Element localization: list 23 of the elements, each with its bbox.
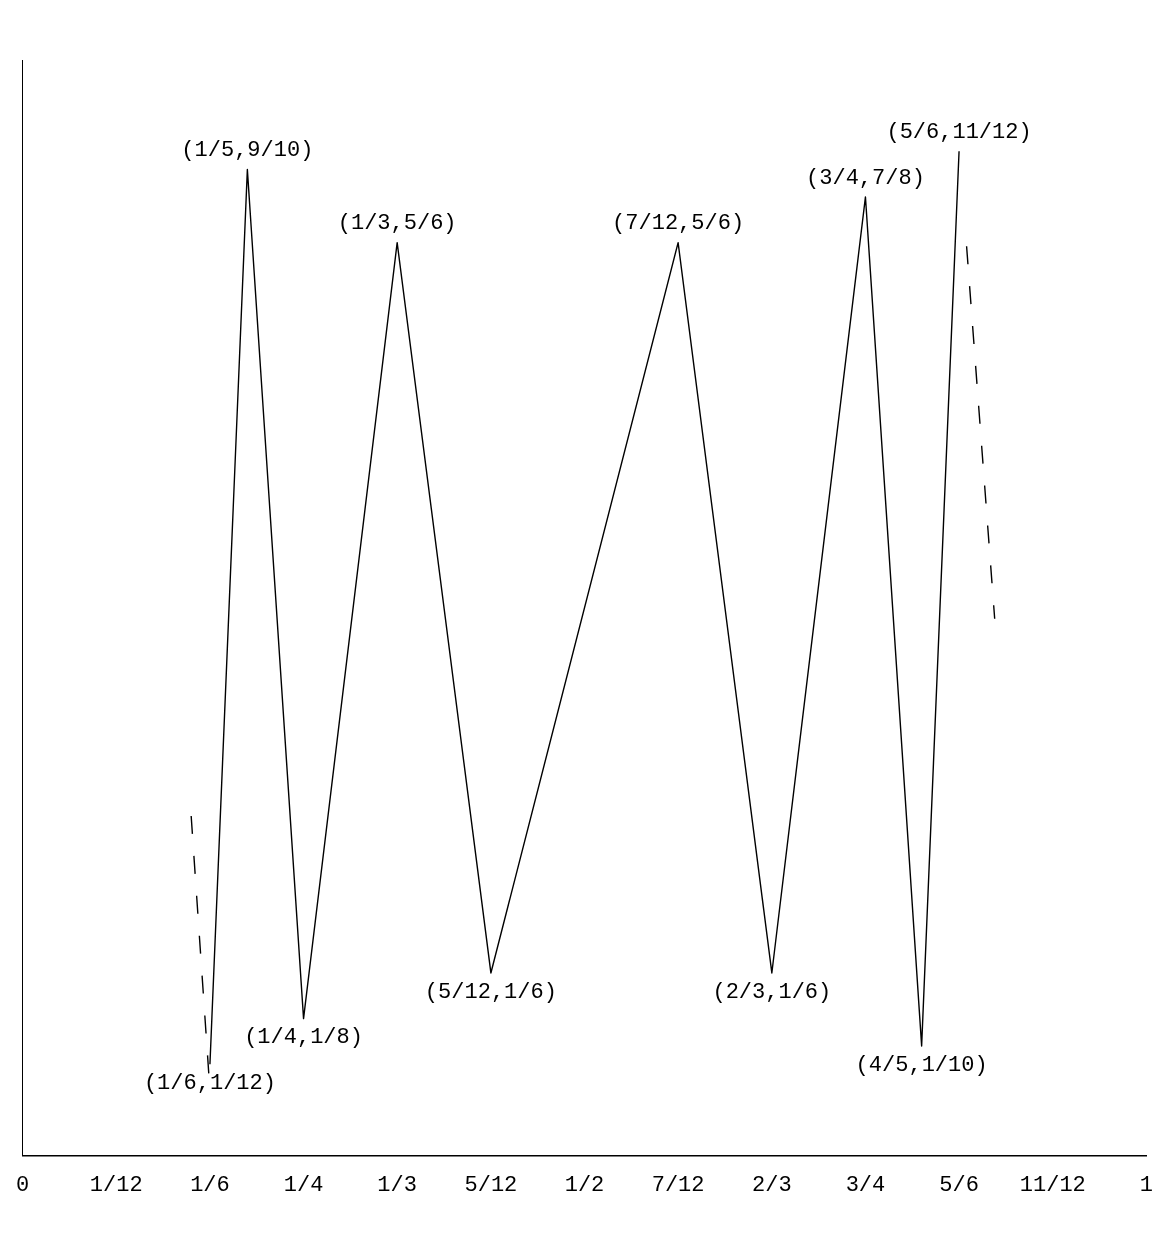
x-tick-label: 5/6 <box>939 1172 979 1198</box>
data-label: (7/12,5/6) <box>612 211 745 237</box>
data-label: (1/6,1/12) <box>143 1071 276 1097</box>
x-tick-label: 1/4 <box>283 1172 324 1198</box>
x-tick-label: 1/3 <box>377 1172 417 1198</box>
x-tick-label: 1/2 <box>564 1172 605 1198</box>
data-label: (1/4,1/8) <box>244 1025 363 1051</box>
x-tick-label: 1 <box>1139 1172 1153 1198</box>
data-label: (1/5,9/10) <box>181 138 314 164</box>
data-label: (1/3,5/6) <box>337 211 457 237</box>
data-label: (3/4,7/8) <box>806 165 925 191</box>
data-label: (5/12,1/6) <box>424 979 557 1005</box>
x-tick-label: 1/6 <box>190 1172 230 1198</box>
x-tick-label: 1/12 <box>89 1172 143 1198</box>
data-label: (5/6,11/12) <box>886 120 1032 146</box>
x-tick-label: 5/12 <box>464 1172 518 1198</box>
x-tick-label: 7/12 <box>651 1172 705 1198</box>
x-tick-label: 3/4 <box>845 1172 886 1198</box>
x-tick-label: 11/12 <box>1019 1172 1086 1198</box>
x-tick-label: 2/3 <box>752 1172 792 1198</box>
data-label: (4/5,1/10) <box>855 1052 988 1078</box>
data-label: (2/3,1/6) <box>712 979 832 1005</box>
x-tick-label: 0 <box>16 1172 30 1198</box>
